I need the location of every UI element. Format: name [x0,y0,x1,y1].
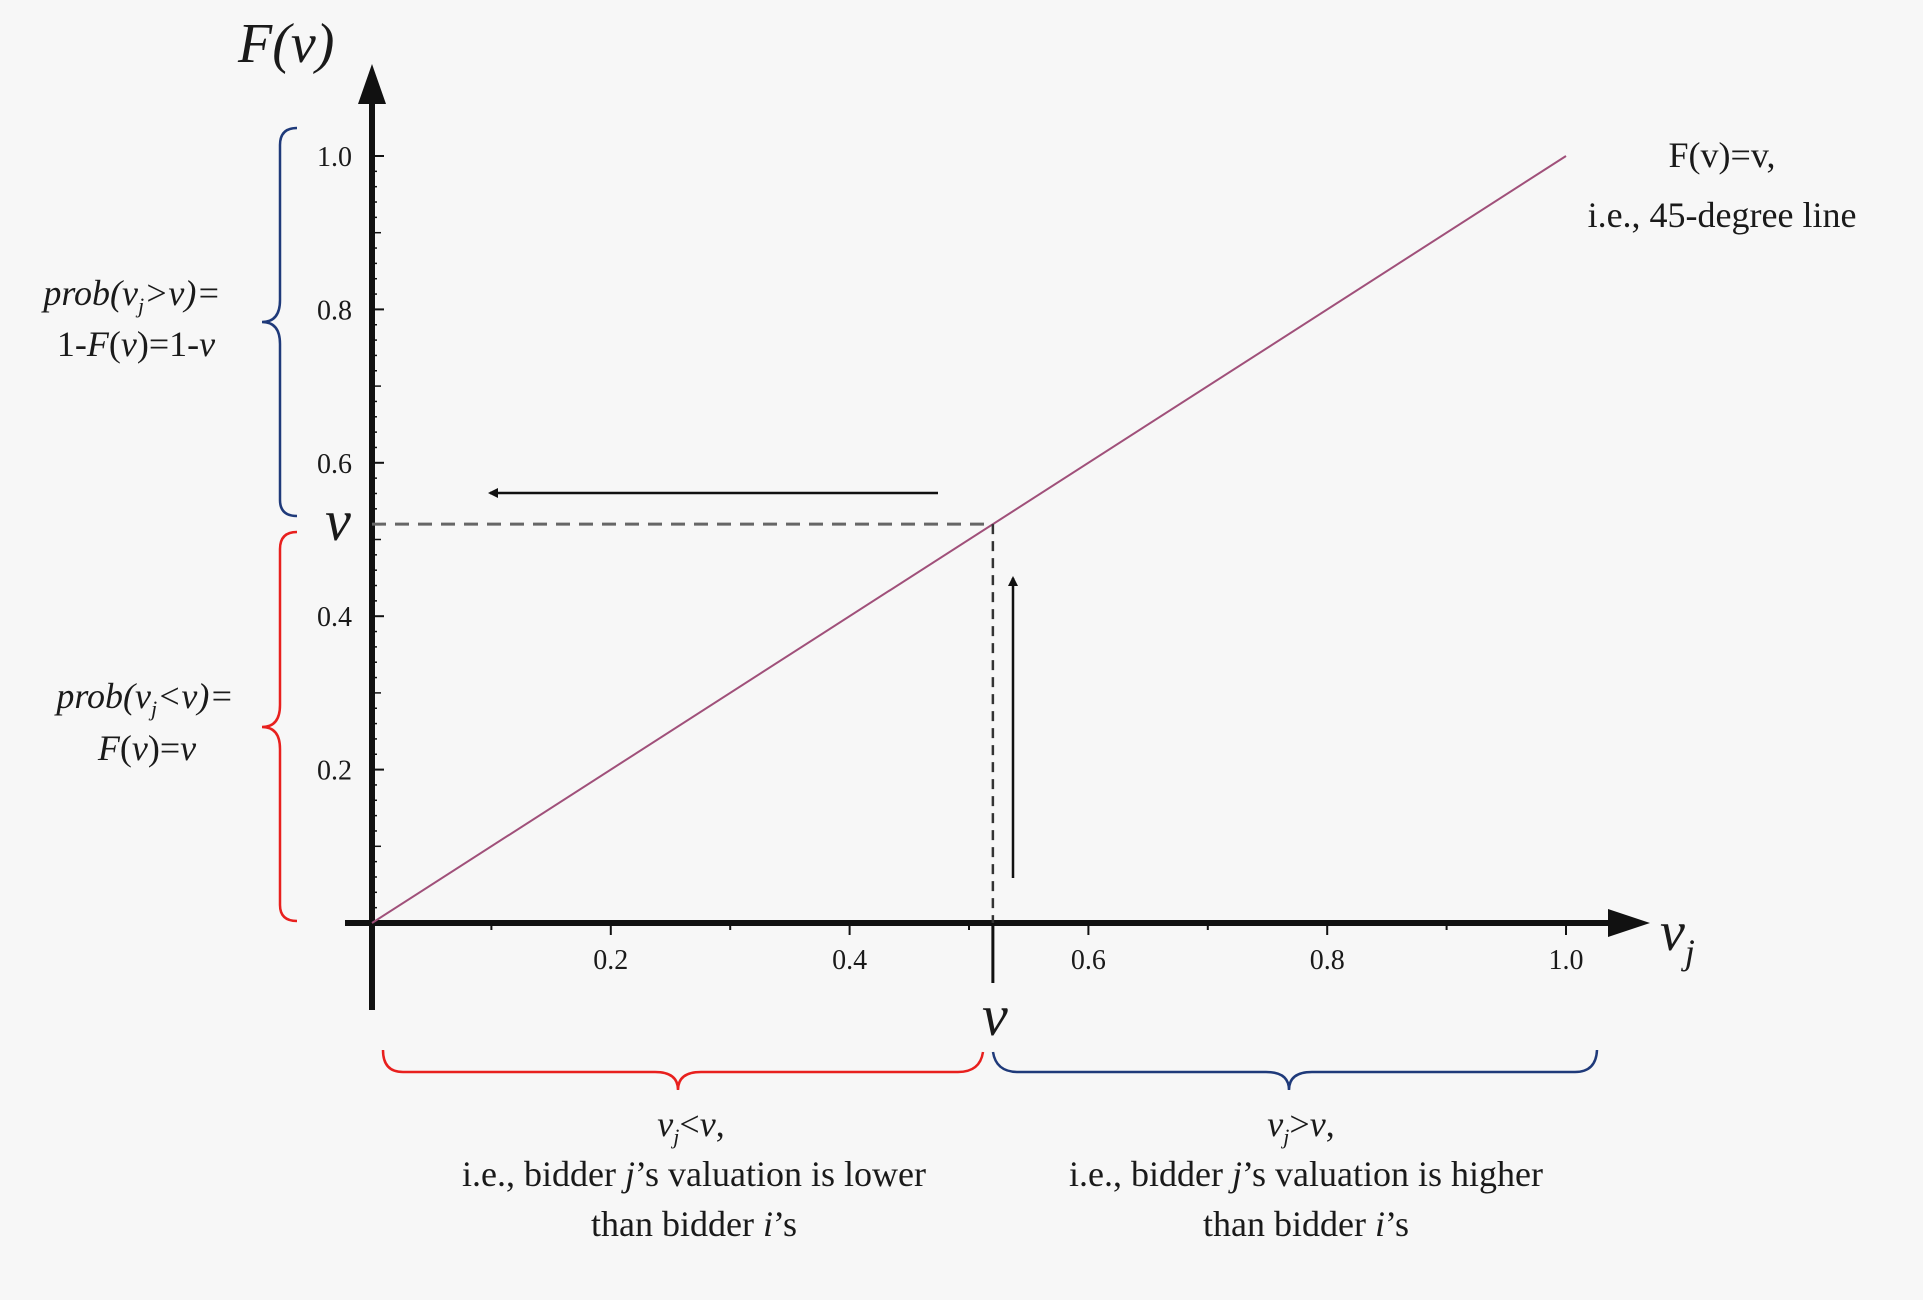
svg-text:prob(vj<v)=: prob(vj<v)= [53,676,233,721]
y-axis-arrowhead [358,64,386,104]
y-tick-label: 0.2 [317,756,352,787]
brace-bottom-x-left [381,1049,985,1091]
y-tick-label: 0.8 [317,295,352,326]
brace-top-left [261,126,298,518]
y-tick-label: 0.4 [317,602,352,633]
y-ticks: 0.2 0.4 0.6 0.8 1.0 [317,142,384,909]
y-tick-label: 0.6 [317,449,352,480]
series-line-45deg [371,155,1567,924]
brace-bottom-left-label: prob(vj<v)= F(v)=v [53,676,233,768]
svg-text:vj<v,: vj<v, [657,1104,724,1149]
brace-bottom-left [261,530,298,923]
x-tick-label: 0.8 [1310,945,1345,976]
x-axis-title-main: v [1660,901,1685,963]
x-tick-label: 0.2 [593,945,628,976]
x-tick-label: 1.0 [1549,945,1584,976]
svg-text:than bidder i’s: than bidder i’s [1203,1204,1409,1244]
svg-text:vj>v,: vj>v, [1267,1104,1334,1149]
y-axis-title-main: F(v) [237,13,334,75]
v-label-on-y-axis: v [325,488,351,553]
svg-text:F(v)=v,: F(v)=v, [1669,135,1776,175]
svg-text:i.e., bidder j’s valuation is: i.e., bidder j’s valuation is higher [1069,1154,1543,1194]
svg-text:i.e., 45-degree line: i.e., 45-degree line [1588,195,1857,235]
brace-bottom-x-right [991,1049,1599,1091]
line-label-2: i.e., 45-degree line [1588,195,1857,235]
x-axis-arrowhead [1608,909,1650,937]
y-axis-title: F(v) [237,13,334,75]
x-axis-title-sub: j [1681,932,1695,972]
x-tick-label: 0.4 [832,945,867,976]
svg-text:1-F(v)=1-v: 1-F(v)=1-v [57,324,215,364]
x-tick-label: 0.6 [1071,945,1106,976]
svg-text:than bidder i’s: than bidder i’s [591,1204,797,1244]
x-axis-title: vj [1660,901,1695,972]
y-tick-label: 1.0 [317,142,352,173]
svg-text:i.e., bidder j’s valuation is: i.e., bidder j’s valuation is lower [462,1154,926,1194]
brace-top-left-label: prob(vj>v)= 1-F(v)=1-v [40,273,220,364]
line-label-1: F(v)=v, [1669,135,1776,175]
brace-bottom-x-right-label: vj>v, i.e., bidder j’s valuation is high… [1069,1104,1543,1244]
svg-text:F(v)=v: F(v)=v [97,728,196,768]
x-ticks: 0.2 0.4 0.6 0.8 1.0 [371,923,1584,976]
line-annotation: F(v)=v, i.e., 45-degree line [1588,135,1857,235]
axes [345,64,1650,1010]
brace-bottom-x-left-label: vj<v, i.e., bidder j’s valuation is lowe… [462,1104,926,1244]
svg-text:prob(vj>v)=: prob(vj>v)= [40,273,220,318]
v-label-on-x-axis: v [982,983,1008,1048]
